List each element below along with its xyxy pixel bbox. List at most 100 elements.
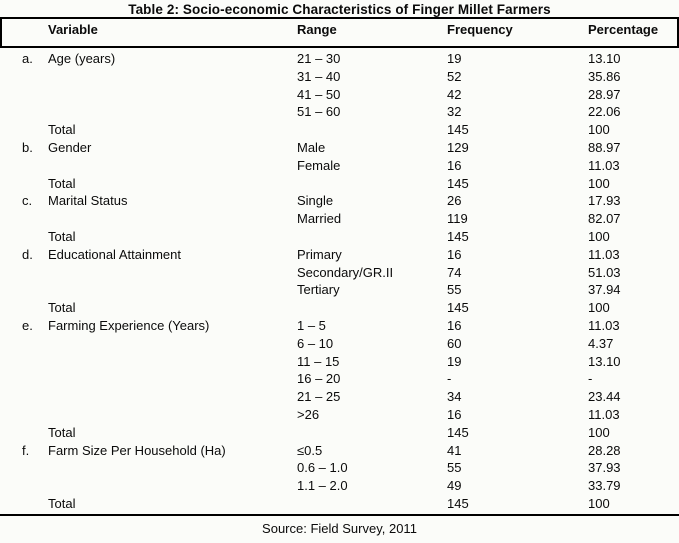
cell-frequency: 16 bbox=[447, 317, 462, 333]
cell-section-letter bbox=[0, 121, 48, 139]
table-row: 41 – 50 42 28.97 bbox=[0, 86, 679, 104]
cell-range: 1.1 – 2.0 bbox=[297, 478, 348, 494]
table-total-row: Total 145 100 bbox=[0, 424, 679, 442]
cell-percentage: 17.93 bbox=[588, 193, 621, 209]
cell-percentage: 51.03 bbox=[588, 264, 621, 280]
cell-section-letter bbox=[0, 495, 48, 513]
cell-section-letter: c. bbox=[22, 193, 33, 209]
cell-percentage: 33.79 bbox=[588, 478, 621, 494]
cell-variable: Marital Status bbox=[48, 193, 128, 209]
column-header-percentage: Percentage bbox=[588, 22, 659, 37]
cell-total-label: Total bbox=[48, 300, 76, 316]
table-row: 6 – 10 60 4.37 bbox=[0, 335, 679, 353]
cell-frequency: 42 bbox=[447, 86, 462, 102]
cell-range bbox=[297, 175, 447, 193]
cell-frequency: 145 bbox=[447, 228, 469, 244]
table-row: Married 119 82.07 bbox=[0, 210, 679, 228]
cell-percentage: 11.03 bbox=[588, 406, 620, 422]
cell-variable: Farming Experience (Years) bbox=[48, 317, 210, 333]
cell-range: >26 bbox=[297, 406, 320, 422]
cell-frequency: 129 bbox=[447, 139, 469, 155]
cell-range: 1 – 5 bbox=[297, 317, 326, 333]
cell-section-letter: a. bbox=[22, 51, 33, 66]
cell-section-letter bbox=[0, 281, 48, 299]
cell-range: 31 – 40 bbox=[297, 68, 341, 84]
cell-range: Male bbox=[297, 139, 326, 155]
cell-range: Married bbox=[297, 211, 342, 227]
cell-range: 41 – 50 bbox=[297, 86, 341, 102]
cell-percentage: 4.37 bbox=[588, 335, 614, 351]
cell-percentage: 100 bbox=[588, 228, 610, 244]
cell-percentage: 11.03 bbox=[588, 157, 620, 173]
cell-frequency: 145 bbox=[447, 424, 469, 440]
cell-total-label: Total bbox=[48, 495, 76, 511]
table-row: Secondary/GR.II 74 51.03 bbox=[0, 264, 679, 282]
cell-section-letter: f. bbox=[22, 442, 30, 458]
cell-variable: Gender bbox=[48, 139, 92, 155]
cell-frequency: - bbox=[447, 371, 452, 387]
cell-total-label: Total bbox=[48, 122, 76, 138]
header-divider-rule bbox=[0, 46, 679, 48]
cell-frequency: 60 bbox=[447, 335, 462, 351]
table-body: a. Age (years) 21 – 30 19 13.10 31 – 40 52 35.8… bbox=[0, 50, 679, 513]
cell-range: Female bbox=[297, 157, 341, 173]
cell-variable bbox=[48, 459, 297, 477]
cell-variable bbox=[48, 388, 297, 406]
table-row: c. Marital Status Single 26 17.93 bbox=[0, 192, 679, 210]
cell-range: Secondary/GR.II bbox=[297, 264, 394, 280]
column-header-variable: Variable bbox=[48, 22, 98, 37]
header-right-border bbox=[677, 17, 679, 48]
cell-variable: Age (years) bbox=[48, 51, 116, 66]
cell-range bbox=[297, 121, 447, 139]
cell-percentage: 100 bbox=[588, 424, 610, 440]
cell-total-label: Total bbox=[48, 175, 76, 191]
cell-percentage: 28.28 bbox=[588, 442, 621, 458]
cell-total-label: Total bbox=[48, 424, 76, 440]
cell-frequency: 19 bbox=[447, 51, 462, 66]
cell-range: 0.6 – 1.0 bbox=[297, 460, 348, 476]
cell-percentage: 37.93 bbox=[588, 460, 621, 476]
cell-range: Primary bbox=[297, 246, 342, 262]
column-header-range: Range bbox=[297, 22, 337, 37]
cell-percentage: 11.03 bbox=[588, 317, 620, 333]
column-header-frequency: Frequency bbox=[447, 22, 513, 37]
cell-section-letter bbox=[0, 335, 48, 353]
cell-range: Tertiary bbox=[297, 282, 340, 298]
cell-frequency: 145 bbox=[447, 122, 469, 138]
cell-section-letter bbox=[0, 68, 48, 86]
cell-range: 21 – 25 bbox=[297, 389, 341, 405]
cell-variable bbox=[48, 281, 297, 299]
cell-percentage: 37.94 bbox=[588, 282, 621, 298]
table-row: 0.6 – 1.0 55 37.93 bbox=[0, 459, 679, 477]
cell-section-letter bbox=[0, 406, 48, 424]
table-row: a. Age (years) 21 – 30 19 13.10 bbox=[0, 50, 679, 68]
cell-percentage: 28.97 bbox=[588, 86, 621, 102]
table-row: >26 16 11.03 bbox=[0, 406, 679, 424]
cell-percentage: 13.10 bbox=[588, 51, 621, 66]
cell-frequency: 74 bbox=[447, 264, 462, 280]
cell-variable bbox=[48, 406, 297, 424]
cell-range: 6 – 10 bbox=[297, 335, 334, 351]
cell-frequency: 119 bbox=[447, 211, 468, 227]
cell-range bbox=[297, 228, 447, 246]
cell-percentage: 82.07 bbox=[588, 211, 621, 227]
cell-range: 51 – 60 bbox=[297, 104, 341, 120]
cell-range: 21 – 30 bbox=[297, 51, 341, 66]
cell-section-letter bbox=[0, 86, 48, 104]
cell-range: 11 – 15 bbox=[297, 353, 340, 369]
cell-section-letter bbox=[0, 353, 48, 371]
table-row: 21 – 25 34 23.44 bbox=[0, 388, 679, 406]
table-total-row: Total 145 100 bbox=[0, 228, 679, 246]
table-total-row: Total 145 100 bbox=[0, 175, 679, 193]
cell-frequency: 41 bbox=[447, 442, 462, 458]
cell-variable bbox=[48, 353, 297, 371]
cell-variable bbox=[48, 68, 297, 86]
table-row: 1.1 – 2.0 49 33.79 bbox=[0, 477, 679, 495]
cell-variable bbox=[48, 477, 297, 495]
cell-total-label: Total bbox=[48, 228, 76, 244]
cell-section-letter bbox=[0, 264, 48, 282]
cell-variable: Educational Attainment bbox=[48, 246, 181, 262]
cell-percentage: 13.10 bbox=[588, 353, 621, 369]
cell-percentage: 100 bbox=[588, 300, 610, 316]
